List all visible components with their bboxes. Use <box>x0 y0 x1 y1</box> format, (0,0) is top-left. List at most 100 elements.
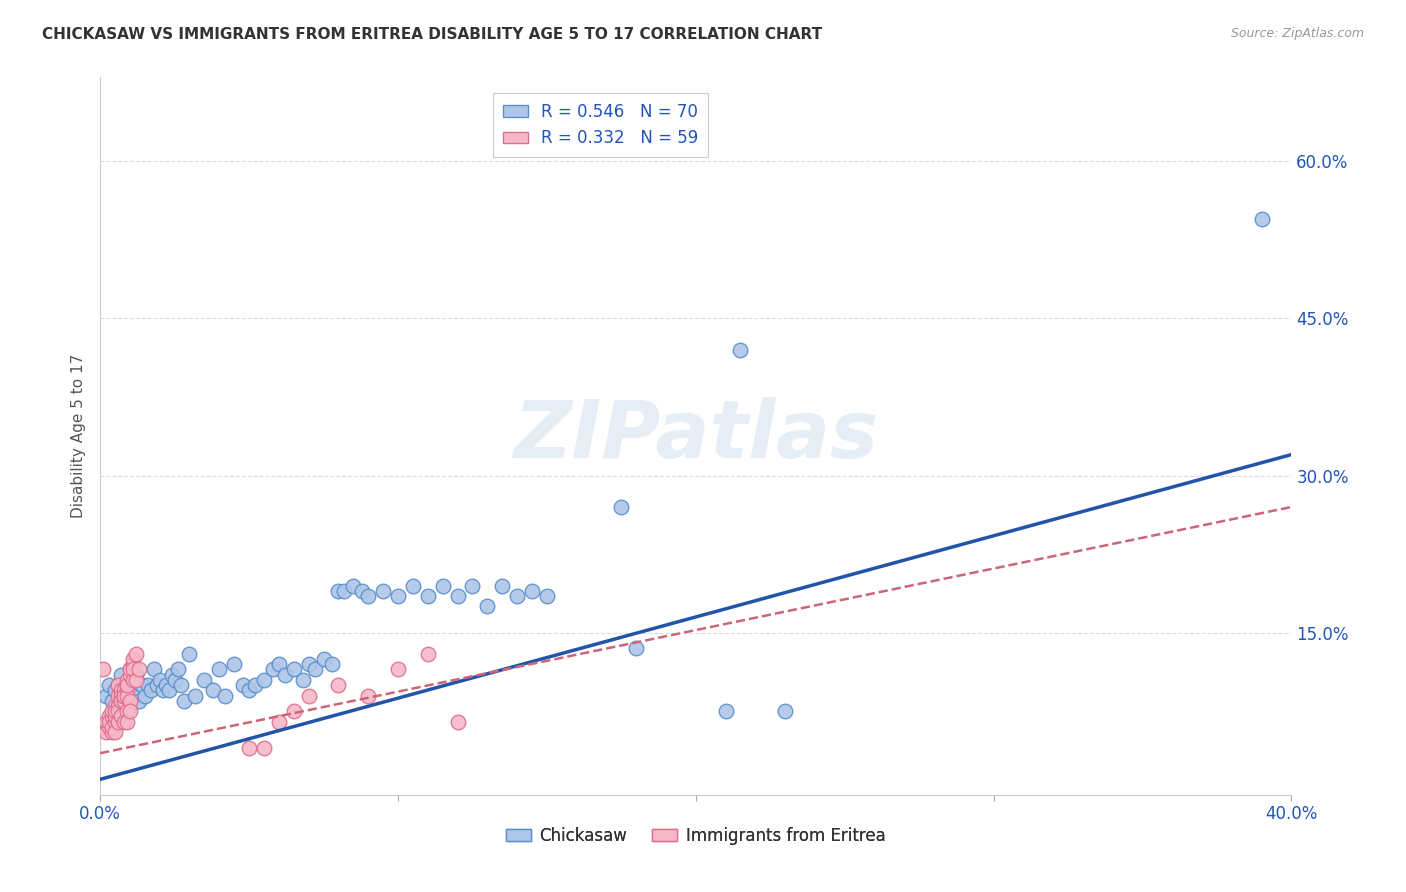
Point <box>387 662 409 676</box>
Point <box>214 689 236 703</box>
Point <box>160 667 183 681</box>
Point <box>224 657 246 672</box>
Point <box>387 589 409 603</box>
Point <box>128 694 150 708</box>
Point <box>243 678 266 692</box>
Point <box>101 725 124 739</box>
Point <box>107 714 129 729</box>
Point <box>1250 211 1272 226</box>
Point <box>110 709 132 723</box>
Point <box>98 678 121 692</box>
Point <box>139 683 162 698</box>
Point <box>193 673 215 687</box>
Point <box>283 662 305 676</box>
Point <box>118 704 141 718</box>
Point <box>136 678 159 692</box>
Point <box>118 694 141 708</box>
Point <box>253 740 276 755</box>
Point <box>128 662 150 676</box>
Point <box>112 689 135 703</box>
Point <box>110 689 132 703</box>
Point <box>773 704 796 718</box>
Point <box>115 683 138 698</box>
Point <box>122 657 145 672</box>
Point <box>112 694 135 708</box>
Point <box>328 583 350 598</box>
Point <box>107 689 129 703</box>
Point <box>94 689 117 703</box>
Point <box>125 667 148 681</box>
Point <box>730 343 752 357</box>
Point <box>333 583 356 598</box>
Point <box>328 678 350 692</box>
Point <box>714 704 737 718</box>
Point <box>446 589 468 603</box>
Point <box>118 698 141 713</box>
Point <box>110 694 132 708</box>
Point <box>104 704 127 718</box>
Point <box>112 714 135 729</box>
Point <box>112 689 135 703</box>
Point <box>122 662 145 676</box>
Point <box>208 662 231 676</box>
Point <box>98 709 121 723</box>
Point <box>101 709 124 723</box>
Point <box>416 589 439 603</box>
Point <box>104 709 127 723</box>
Point <box>107 678 129 692</box>
Point <box>91 662 114 676</box>
Point <box>179 647 201 661</box>
Point <box>155 678 177 692</box>
Point <box>142 662 165 676</box>
Point <box>118 667 141 681</box>
Point <box>163 673 186 687</box>
Point <box>321 657 343 672</box>
Point <box>115 678 138 692</box>
Point <box>122 652 145 666</box>
Point <box>107 698 129 713</box>
Point <box>94 714 117 729</box>
Point <box>125 647 148 661</box>
Point <box>184 689 207 703</box>
Point <box>104 698 127 713</box>
Point <box>115 714 138 729</box>
Text: CHICKASAW VS IMMIGRANTS FROM ERITREA DISABILITY AGE 5 TO 17 CORRELATION CHART: CHICKASAW VS IMMIGRANTS FROM ERITREA DIS… <box>42 27 823 42</box>
Text: Source: ZipAtlas.com: Source: ZipAtlas.com <box>1230 27 1364 40</box>
Point <box>166 662 188 676</box>
Point <box>297 689 319 703</box>
Point <box>157 683 180 698</box>
Point <box>291 673 314 687</box>
Text: ZIPatlas: ZIPatlas <box>513 397 879 475</box>
Point <box>104 725 127 739</box>
Point <box>267 657 290 672</box>
Point <box>101 720 124 734</box>
Point <box>134 689 156 703</box>
Point <box>304 662 326 676</box>
Point <box>149 673 172 687</box>
Point <box>297 657 319 672</box>
Point <box>238 683 260 698</box>
Legend: Chickasaw, Immigrants from Eritrea: Chickasaw, Immigrants from Eritrea <box>499 820 891 851</box>
Point <box>477 599 499 614</box>
Point <box>98 720 121 734</box>
Point <box>145 678 167 692</box>
Point <box>110 667 132 681</box>
Point <box>101 704 124 718</box>
Point <box>91 720 114 734</box>
Point <box>491 578 513 592</box>
Point <box>112 683 135 698</box>
Point <box>107 704 129 718</box>
Point <box>416 647 439 661</box>
Point <box>94 725 117 739</box>
Point <box>131 678 153 692</box>
Point <box>202 683 225 698</box>
Point <box>115 678 138 692</box>
Point <box>173 694 195 708</box>
Point <box>352 583 374 598</box>
Point <box>232 678 254 692</box>
Point <box>402 578 425 592</box>
Point <box>626 641 648 656</box>
Point <box>432 578 454 592</box>
Point <box>110 683 132 698</box>
Point <box>506 589 529 603</box>
